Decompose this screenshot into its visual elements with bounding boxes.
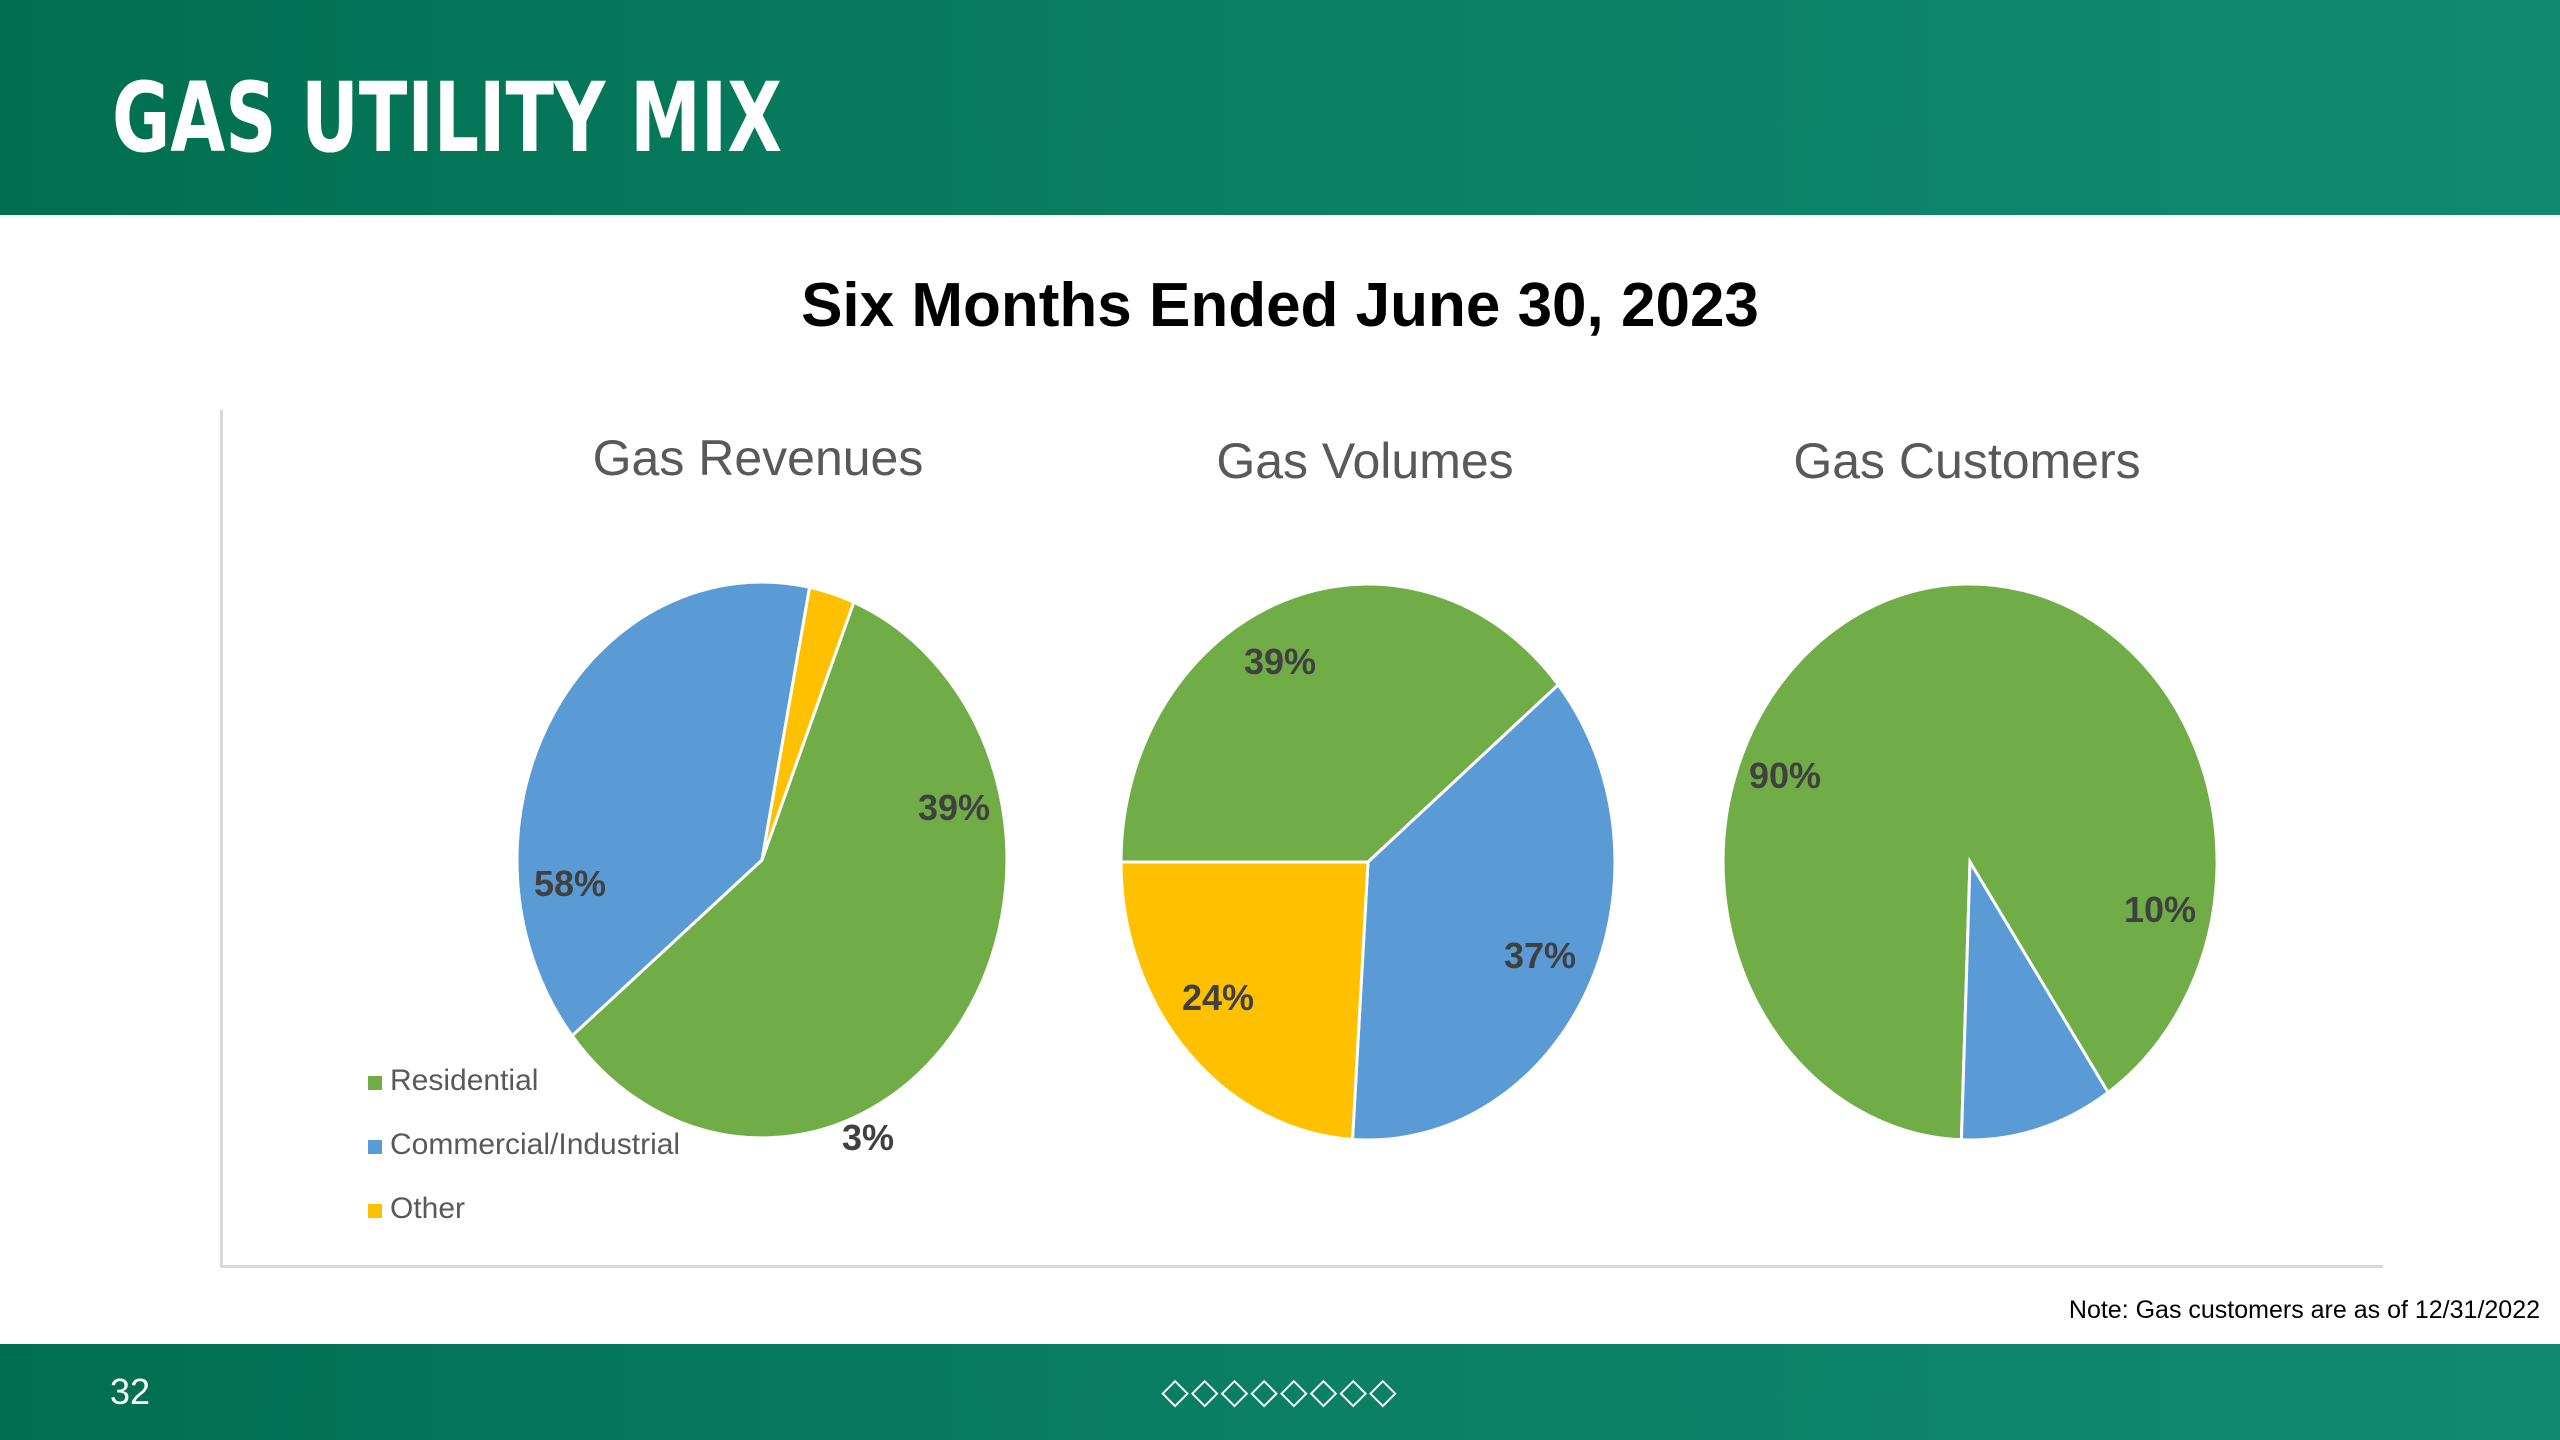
chart-legend: Residential Commercial/Industrial Other (368, 1064, 680, 1225)
pie-data-label: 39% (918, 787, 990, 828)
pie-chart-2: Gas Volumes 39% 37% 24% (1119, 433, 1617, 1142)
pie-chart-title: Gas Customers (1793, 433, 2140, 489)
pie-chart-1: Gas Revenues 58% 39% 3% (515, 430, 1009, 1158)
legend-label: Commercial/Industrial (390, 1128, 680, 1161)
legend-label: Residential (390, 1064, 538, 1097)
pie-data-label: 37% (1504, 935, 1576, 976)
pie-data-label: 10% (2124, 889, 2196, 930)
pie-chart-title: Gas Volumes (1216, 433, 1513, 489)
footer-bar: 32 ◇◇◇◇◇◇◇◇ (0, 1344, 2560, 1440)
legend-swatch (368, 1140, 382, 1154)
pie-slice-residential (570, 600, 1009, 1140)
header-bar: GAS UTILITY MIX (0, 0, 2560, 215)
chart-subtitle: Six Months Ended June 30, 2023 (801, 271, 1759, 340)
pie-data-label: 90% (1749, 755, 1821, 796)
pie-chart-3: Gas Customers 90% 10% (1721, 433, 2219, 1142)
page-title: GAS UTILITY MIX (112, 62, 782, 174)
legend-label: Other (390, 1192, 465, 1225)
legend-swatch (368, 1076, 382, 1090)
pie-slice-commercial-industrial (1959, 856, 2111, 1142)
page-number: 32 (110, 1371, 151, 1412)
pie-data-label: 58% (534, 863, 606, 904)
pie-slice-residential (1119, 582, 1561, 864)
pie-slice-other (760, 585, 856, 861)
chart-frame (220, 410, 2383, 1268)
pie-data-label: 39% (1244, 641, 1316, 682)
footnote: Note: Gas customers are as of 12/31/2022 (2068, 1296, 2540, 1324)
pie-data-label: 24% (1182, 977, 1254, 1018)
pie-data-label: 3% (842, 1117, 894, 1158)
legend-swatch (368, 1204, 382, 1218)
pie-chart-title: Gas Revenues (593, 430, 924, 486)
pie-slice-commercial-industrial (1350, 682, 1617, 1142)
pie-slice-other (1119, 860, 1370, 1142)
diamond-decoration: ◇◇◇◇◇◇◇◇ (1161, 1371, 1399, 1412)
pie-slice-commercial-industrial (515, 580, 812, 1038)
